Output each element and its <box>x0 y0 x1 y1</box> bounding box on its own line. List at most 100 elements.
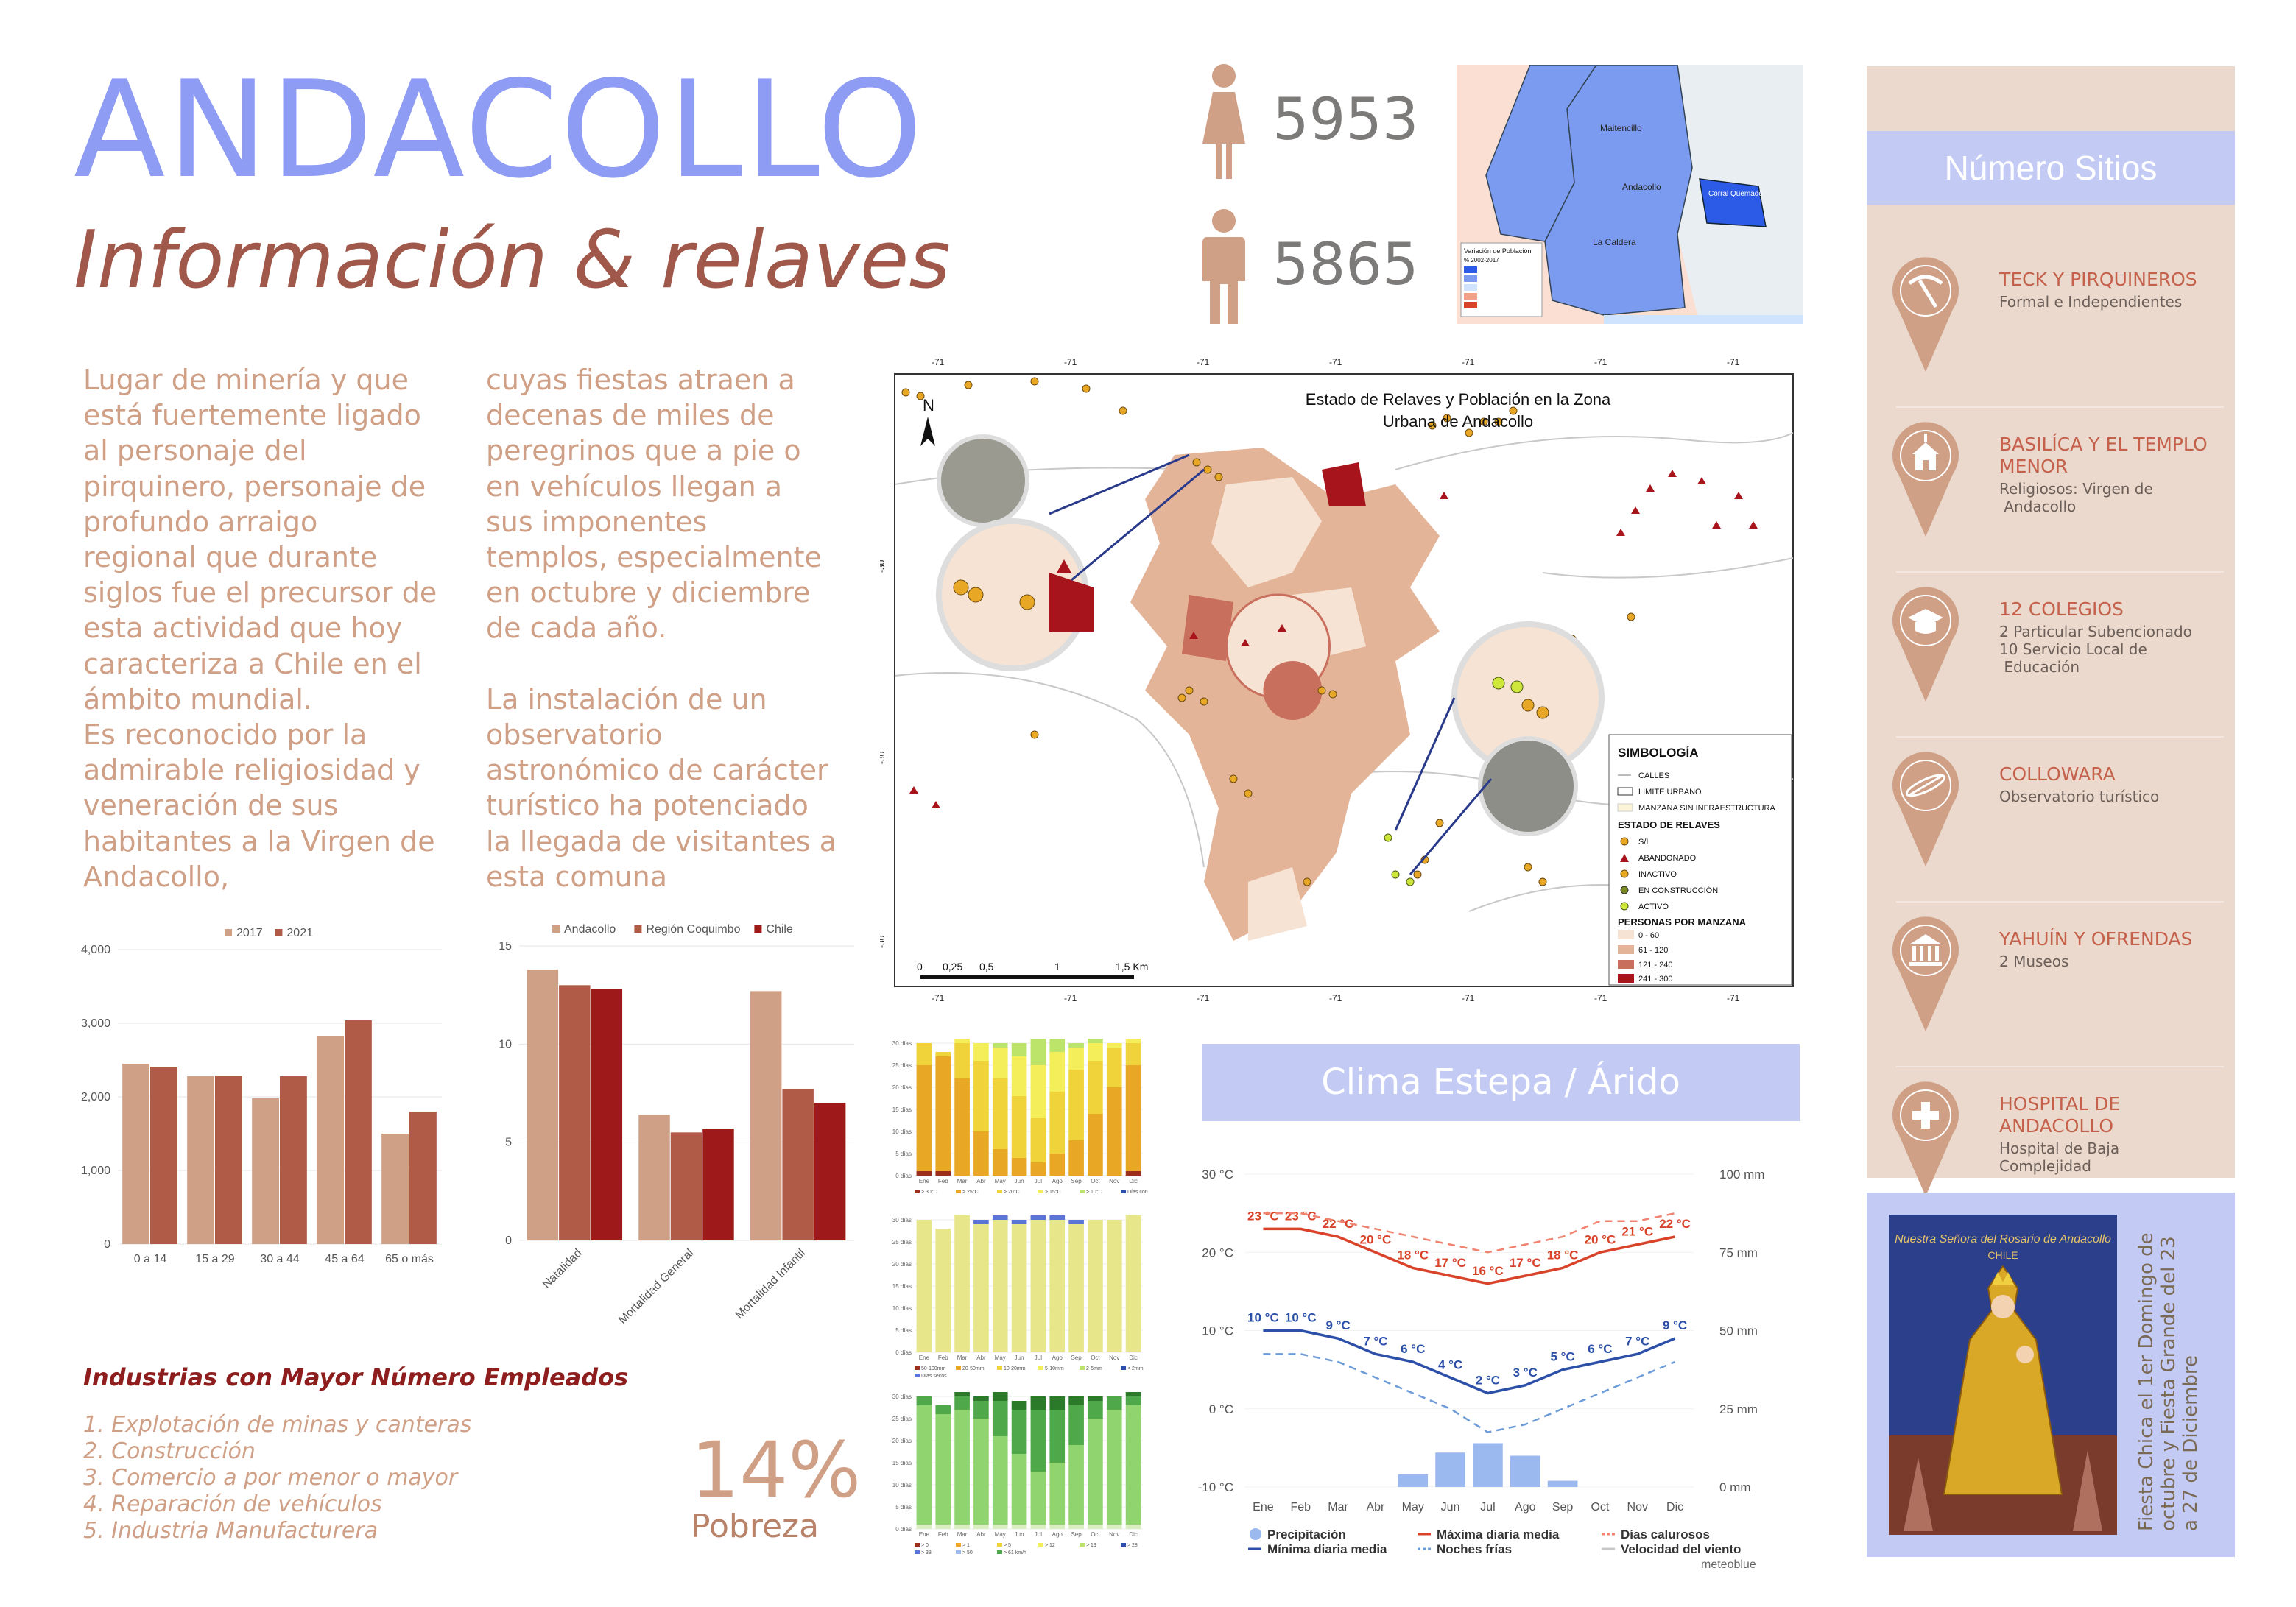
svg-text:0,5: 0,5 <box>979 961 994 972</box>
y-tick-label: 30 días <box>892 1394 912 1400</box>
legend-label: 50-100mm <box>921 1366 946 1371</box>
data-label: 21 °C <box>1621 1225 1653 1239</box>
svg-text:1: 1 <box>1054 961 1060 972</box>
stacked-bar-segment <box>916 1405 932 1525</box>
map-zoom-inset <box>936 434 1605 875</box>
y-tick-label: 30 días <box>892 1040 912 1047</box>
stacked-bar-segment <box>1049 1220 1066 1352</box>
legend-label: Días con heladas <box>1127 1190 1149 1195</box>
map-tick-side: -30 <box>880 935 887 948</box>
map-tick-bottom: -71 <box>1064 993 1077 1003</box>
y2-tick-label: 75 mm <box>1719 1246 1758 1260</box>
legend-swatch <box>1080 1543 1085 1547</box>
site-separator <box>1896 1066 2224 1067</box>
legend-swatch <box>956 1190 961 1193</box>
x-tick-label: Ene <box>919 1531 930 1538</box>
y-tick-label: 10 °C <box>1202 1324 1233 1338</box>
series-line <box>1263 1329 1676 1395</box>
precipitation-bar <box>1510 1455 1540 1487</box>
stacked-bar-segment <box>1049 1410 1066 1463</box>
site-item: HOSPITAL DE ANDACOLLO Hospital de Baja Co… <box>1892 1067 2231 1232</box>
data-label: 10 °C <box>1247 1311 1279 1325</box>
stacked-bar-segment <box>935 1052 951 1056</box>
bar <box>252 1098 279 1244</box>
y-tick-label: 4,000 <box>81 944 110 956</box>
stacked-bar-segment <box>1088 1043 1103 1061</box>
region-label-la-caldera: La Caldera <box>1593 237 1636 247</box>
legend-label: > 12 <box>1045 1543 1055 1548</box>
region-label-maitencillo: Maitencillo <box>1600 123 1642 133</box>
temperature-days-chart: 0 días 5 días 10 días 15 días 20 días 25 días… <box>892 1039 1149 1195</box>
bar <box>670 1132 702 1240</box>
x-tick-label: Feb <box>938 1531 948 1538</box>
stacked-bar-segment <box>1049 1154 1066 1176</box>
stacked-bar-segment <box>992 1215 1008 1220</box>
x-tick-label: Mar <box>957 1531 968 1538</box>
stacked-bar-segment <box>1106 1087 1122 1176</box>
legend-label: Días secos <box>921 1374 947 1379</box>
legend-swatch <box>956 1366 961 1370</box>
industry-item: 1. Explotación de minas y canteras <box>83 1412 472 1438</box>
x-tick-label: Jun <box>1015 1178 1024 1184</box>
x-tick-label: Ago <box>1052 1531 1063 1538</box>
pickaxe-icon <box>1908 275 1943 308</box>
legend-swatch <box>915 1190 920 1193</box>
y-tick-label: 10 días <box>892 1129 912 1135</box>
x-tick-label: Sep <box>1071 1531 1082 1538</box>
x-tick-label: Ago <box>1052 1355 1063 1361</box>
legend-label: Andacollo <box>564 923 616 936</box>
legend-label: > 61 km/h <box>1004 1550 1026 1555</box>
y-tick-label: 30 días <box>892 1217 912 1223</box>
y-tick-label: 0 °C <box>1209 1402 1233 1416</box>
x-tick-label: Nov <box>1109 1178 1119 1184</box>
medical-cross-icon <box>1912 1102 1939 1129</box>
site-item: BASILÍCA Y EL TEMPLO MENOR Religiosos: Vi… <box>1892 408 2231 573</box>
stacked-bar-segment <box>1088 1525 1103 1529</box>
stacked-bar-segment <box>1030 1162 1046 1176</box>
stacked-bar-segment <box>1011 1220 1027 1224</box>
site-description: 2 Particular Subencionado 10 Servicio Lo… <box>1999 623 2192 676</box>
museum-icon <box>1909 934 1942 966</box>
source-label: meteoblue <box>1701 1558 1756 1571</box>
stacked-bar-segment <box>973 1419 989 1525</box>
site-title: COLLOWARA <box>1999 763 2116 785</box>
stacked-bar-segment <box>954 1392 970 1396</box>
legend-label: > 10°C <box>1086 1189 1102 1195</box>
series-line <box>1263 1212 1675 1254</box>
x-tick-label: Jul <box>1035 1531 1042 1538</box>
x-tick-label: 30 a 44 <box>260 1253 299 1265</box>
y-tick-label: 25 días <box>892 1416 912 1422</box>
x-tick-label: May <box>995 1531 1006 1538</box>
stacked-bar-segment <box>916 1171 932 1176</box>
y-tick-label: 5 <box>505 1137 512 1149</box>
data-label: 9 °C <box>1325 1318 1350 1332</box>
stacked-bar-segment <box>1088 1419 1103 1525</box>
x-tick-label: Jul <box>1480 1501 1495 1514</box>
legend-label: < 2mm <box>1127 1366 1144 1371</box>
svg-text:Variación de Población: Variación de Población <box>1464 247 1531 255</box>
svg-text:INACTIVO: INACTIVO <box>1638 870 1677 879</box>
map-active-markers <box>1384 833 1415 886</box>
y-tick-label: 0 días <box>895 1173 912 1179</box>
stacked-bar-segment <box>992 1048 1008 1078</box>
location-pin-icon <box>1892 916 1959 1031</box>
location-pin-icon <box>1892 257 1959 372</box>
bar <box>782 1089 814 1240</box>
y-tick-label: 2,000 <box>81 1091 110 1103</box>
x-tick-label: Sep <box>1071 1178 1082 1184</box>
stacked-bar-segment <box>935 1171 951 1176</box>
female-person-icon <box>1202 64 1245 179</box>
legend-label: Chile <box>766 923 793 936</box>
bar <box>187 1076 214 1244</box>
stacked-bar-segment <box>1068 1405 1084 1445</box>
male-person-icon <box>1202 209 1245 324</box>
legend-swatch <box>225 929 232 936</box>
x-tick-label: Feb <box>1290 1501 1311 1514</box>
graduation-cap-icon <box>1908 609 1943 634</box>
bar <box>814 1103 846 1240</box>
y-tick-label: 20 días <box>892 1084 912 1091</box>
data-label: 23 °C <box>1247 1209 1279 1223</box>
paragraph-left: Lugar de minería y que está fuertemente … <box>83 364 437 893</box>
north-label: N <box>923 396 934 414</box>
stacked-bar-segment <box>954 1039 970 1043</box>
